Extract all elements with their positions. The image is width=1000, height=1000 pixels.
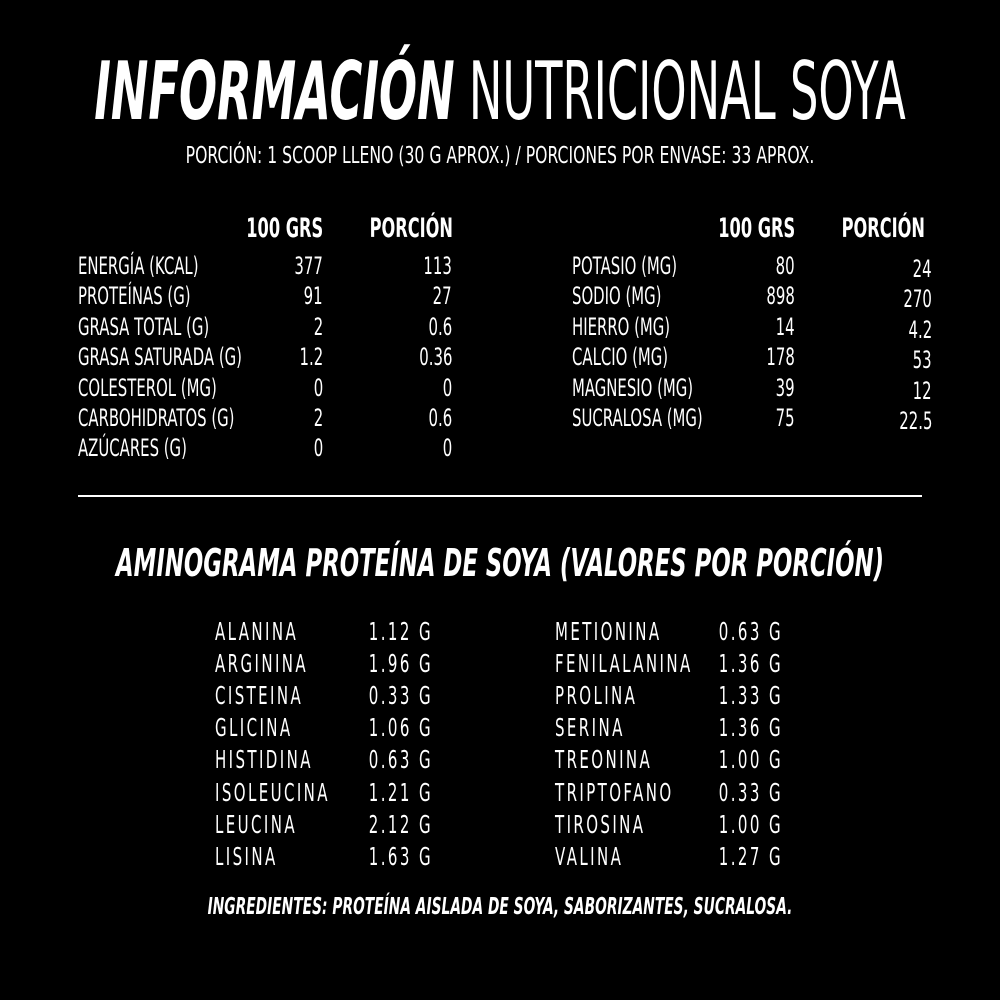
amino-name: FENILALANINA — [555, 648, 693, 678]
amino-value: 0.33 G — [718, 777, 783, 807]
nutrient-label: MAGNESIO (MG) — [572, 373, 694, 402]
amino-name: HISTIDINA — [215, 745, 313, 775]
value-portion: 270 — [903, 285, 932, 314]
amino-name: SERINA — [555, 713, 625, 743]
nutrient-label: COLESTEROL (MG) — [78, 373, 217, 402]
amino-value: 1.27 G — [718, 841, 783, 871]
nutrient-label: GRASA SATURADA (G) — [78, 343, 242, 372]
amino-name: VALINA — [555, 841, 624, 871]
amino-value: 1.21 G — [368, 777, 433, 807]
amino-value: 1.06 G — [368, 713, 433, 743]
amino-name: METIONINA — [555, 616, 662, 646]
value-portion: 0.6 — [428, 404, 452, 432]
nutrient-label: HIERRO (MG) — [572, 312, 671, 341]
value-100g: 2 — [313, 404, 323, 432]
amino-name: LEUCINA — [215, 809, 297, 839]
nutrient-label: POTASIO (MG) — [572, 252, 678, 280]
value-portion: 0.36 — [418, 343, 452, 372]
amino-value: 1.36 G — [718, 713, 783, 743]
value-portion: 27 — [433, 282, 452, 311]
title-bold: INFORMACIÓN — [94, 45, 455, 138]
value-portion: 0 — [442, 434, 452, 463]
value-100g: 91 — [304, 282, 323, 311]
amino-name: GLICINA — [215, 713, 293, 743]
amino-value: 1.00 G — [718, 809, 783, 839]
nutrient-label: CARBOHIDRATOS (G) — [78, 404, 235, 432]
nutrient-label: SODIO (MG) — [572, 282, 662, 311]
amino-name: ARGININA — [215, 648, 309, 678]
title-rest: NUTRICIONAL SOYA — [468, 45, 906, 138]
amino-name: PROLINA — [555, 680, 638, 710]
nutrient-label: GRASA TOTAL (G) — [78, 312, 210, 341]
value-portion: 0 — [442, 373, 452, 402]
nutrient-label: CALCIO (MG) — [572, 343, 669, 372]
amino-value: 1.12 G — [368, 616, 433, 646]
amino-value: 1.00 G — [718, 745, 783, 775]
column-header: PORCIÓN — [841, 212, 925, 244]
value-100g: 14 — [776, 312, 795, 341]
divider — [78, 495, 922, 497]
nutrient-label: ENERGÍA (KCAL) — [78, 252, 199, 280]
value-portion: 12 — [913, 376, 932, 405]
value-portion: 4.2 — [908, 315, 932, 344]
value-100g: 898 — [766, 282, 795, 311]
value-100g: 0 — [313, 434, 323, 463]
amino-name: ISOLEUCINA — [215, 777, 330, 807]
value-portion: 113 — [423, 252, 452, 280]
amino-value: 1.33 G — [718, 680, 783, 710]
nutrient-label: SUCRALOSA (MG) — [572, 404, 703, 432]
value-100g: 2 — [313, 312, 323, 341]
column-header: 100 GRS — [246, 212, 323, 244]
nutrient-label: AZÚCARES (G) — [78, 434, 187, 463]
amino-value: 2.12 G — [368, 809, 433, 839]
value-100g: 75 — [776, 404, 795, 432]
amino-name: LISINA — [215, 841, 278, 871]
value-100g: 377 — [294, 252, 323, 280]
value-100g: 1.2 — [299, 343, 323, 372]
amino-value: 1.63 G — [368, 841, 433, 871]
amino-value: 0.33 G — [368, 680, 433, 710]
amino-name: ALANINA — [215, 616, 299, 646]
section-title: AMINOGRAMA PROTEÍNA DE SOYA (VALORES POR… — [116, 541, 884, 585]
serving-info: PORCIÓN: 1 SCOOP LLENO (30 G APROX.) / P… — [185, 142, 815, 169]
amino-name: TIROSINA — [555, 809, 646, 839]
value-100g: 178 — [766, 343, 795, 372]
amino-value: 1.96 G — [368, 648, 433, 678]
amino-value: 1.36 G — [718, 648, 783, 678]
amino-name: CISTEINA — [215, 680, 304, 710]
title: INFORMACIÓN NUTRICIONAL SOYA — [94, 52, 906, 132]
value-100g: 39 — [776, 373, 795, 402]
amino-name: TRIPTOFANO — [555, 777, 674, 807]
ingredients: INGREDIENTES: PROTEÍNA AISLADA DE SOYA, … — [207, 893, 793, 920]
value-portion: 24 — [913, 255, 932, 283]
value-portion: 22.5 — [898, 407, 932, 435]
column-header: PORCIÓN — [369, 212, 453, 244]
nutrient-label: PROTEÍNAS (G) — [78, 282, 191, 311]
amino-value: 0.63 G — [368, 745, 433, 775]
value-100g: 0 — [313, 373, 323, 402]
value-100g: 80 — [776, 252, 795, 280]
column-header: 100 GRS — [718, 212, 795, 244]
amino-name: TREONINA — [555, 745, 653, 775]
value-portion: 53 — [913, 346, 932, 375]
amino-value: 0.63 G — [718, 616, 783, 646]
value-portion: 0.6 — [428, 312, 452, 341]
